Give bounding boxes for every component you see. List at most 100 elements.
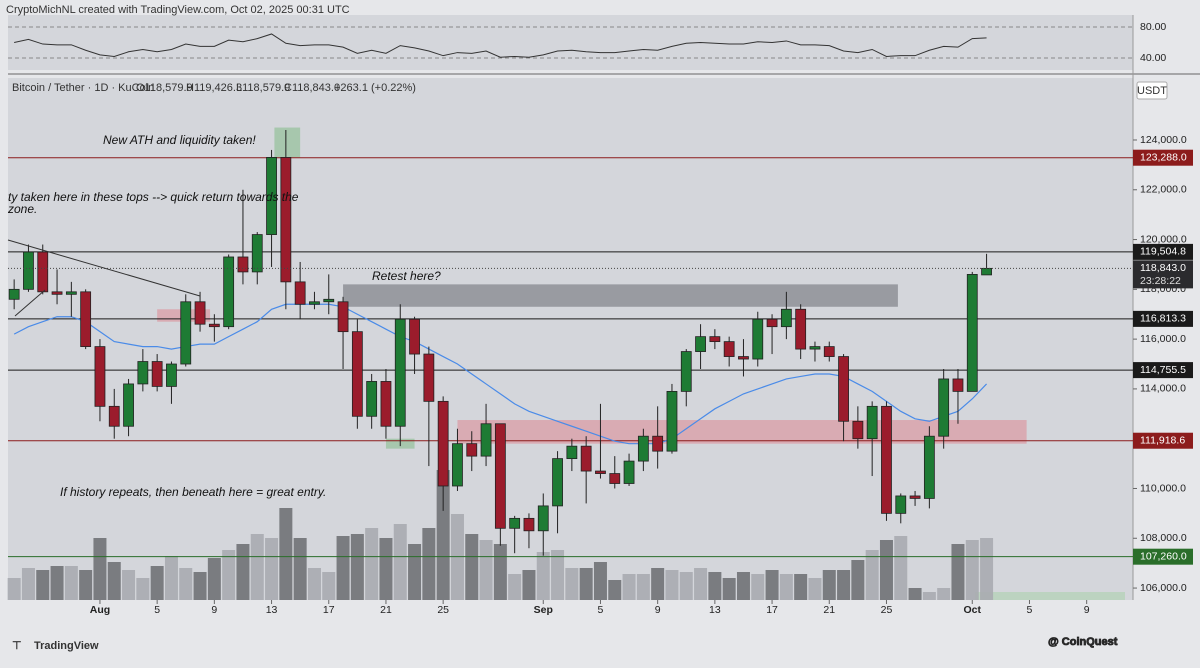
rsi-tick-label: 40.00 [1140,52,1166,64]
volume-bar [479,540,493,600]
candle-body [780,308,792,328]
volume-bar [951,544,965,600]
volume-bar [980,538,994,600]
candle-body [309,301,320,305]
ohlc-change: +263.1 (+0.22%) [334,82,416,94]
candle-body [952,378,964,392]
annotation: zone. [7,202,37,216]
candle-body [323,298,335,303]
candle-body [823,346,835,357]
x-tick-label: 13 [266,604,278,616]
x-tick-label: 25 [881,604,893,616]
candle-body [766,318,778,328]
level-label: 114,755.5 [1140,364,1186,376]
candle-body [566,445,578,460]
candle-body [37,251,49,293]
volume-bar [7,578,21,600]
level-tag [1133,548,1193,565]
y-tick-label: 106,000.0 [1140,582,1187,594]
footer [0,628,1200,668]
volume-bar [164,556,178,600]
candle-body [709,336,721,343]
candle-body [509,517,521,529]
candle-body [795,308,807,350]
volume-bar [365,528,379,600]
volume-bar [522,570,536,600]
candle-body [909,495,921,499]
volume-bar [79,570,93,600]
level-label: 111,918.6 [1140,435,1185,447]
candle-body [208,323,220,328]
ma-line [13,303,988,445]
candle-body [637,435,649,462]
trend-line [7,239,201,297]
level-label: 119,504.8 [1140,246,1186,258]
y-tick-label: 116,000.0 [1140,333,1186,345]
x-tick-label: 5 [1027,604,1033,616]
candle-body [8,288,20,300]
last-price-label: 118,843.0 [1140,262,1186,274]
candle-body [552,458,563,507]
candle-body [866,405,878,440]
volume-bar [193,572,207,600]
volume-bar [593,562,607,600]
volume-bar [865,550,879,600]
y-tick-label: 114,000.0 [1140,383,1186,395]
candle-body [180,301,192,365]
annotation: If history repeats, then beneath here = … [60,485,326,499]
last-price-tag [1133,260,1193,289]
volume-bar [179,568,193,600]
x-tick-label: 5 [154,604,160,616]
volume-bar [965,540,979,600]
volume-bar [894,536,908,600]
x-tick-label: Aug [90,604,110,616]
candle-body [695,336,706,352]
trend-line [14,289,46,317]
candle-body [380,381,392,427]
candle-body [809,346,821,350]
zone [343,284,898,307]
candle-body [266,157,277,235]
currency-box[interactable] [1136,81,1168,100]
watermark: @ CoinQuest [1048,636,1118,648]
candle-body [337,301,349,333]
y-tick-label: 124,000.0 [1140,134,1187,146]
volume-bar [679,572,693,600]
candle-body [409,318,420,355]
volume-bar [779,574,793,600]
volume-bar [794,574,808,600]
volume-bar [279,508,293,600]
volume-bar [622,574,636,600]
volume-bar [536,552,550,600]
candle-body [294,281,306,305]
volume-bar [150,566,164,600]
marks: 80.00 40.00 124,000.0 122,000.0 120,000.0 118… [7,21,1193,616]
candle-body [652,435,664,452]
candle-body [580,445,592,472]
x-tick-label: 21 [823,604,835,616]
candle-body [237,256,249,273]
volume-bar [879,540,893,600]
x-tick-label: 17 [766,604,778,616]
volume-bar [207,558,221,600]
candle-body [108,405,120,427]
x-tick-label: 21 [380,604,392,616]
volume-bar [493,544,507,600]
y-tick-label: 120,000.0 [1140,233,1187,245]
candle-body [838,356,849,422]
symbol: Bitcoin / Tether · 1D · KuCoin [12,82,154,94]
candle-body [494,423,506,529]
volume-bar [136,578,150,600]
footer-brand: TradingView [34,640,99,652]
volume-bar [694,568,708,600]
volume-bar [379,538,393,600]
x-tick-label: 9 [1084,604,1090,616]
volume-bar [708,572,722,600]
volume-bar [922,592,936,600]
currency[interactable]: USDT [1137,85,1167,97]
candle-body [923,435,935,499]
volume-bar [551,550,565,600]
candle-body [423,353,435,402]
rsi-tick-label: 80.00 [1140,21,1166,33]
